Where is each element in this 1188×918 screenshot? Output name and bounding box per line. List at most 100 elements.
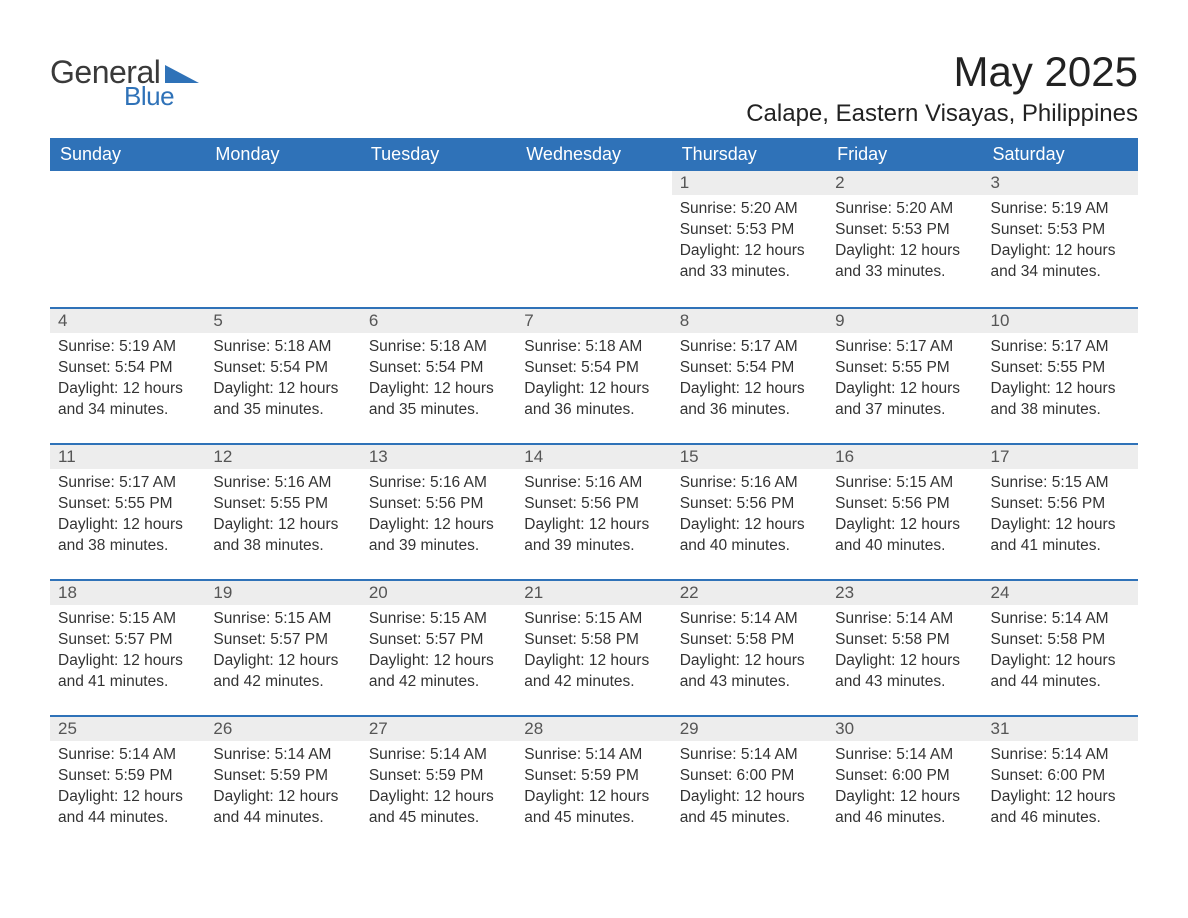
day-details: Sunrise: 5:14 AMSunset: 6:00 PMDaylight:…	[672, 741, 827, 835]
daylight-line-1: Daylight: 12 hours	[991, 379, 1130, 400]
calendar-cell: 23Sunrise: 5:14 AMSunset: 5:58 PMDayligh…	[827, 579, 982, 715]
day-details: Sunrise: 5:16 AMSunset: 5:56 PMDaylight:…	[672, 469, 827, 563]
weekday-header: Sunday	[50, 138, 205, 171]
day-details: Sunrise: 5:19 AMSunset: 5:53 PMDaylight:…	[983, 195, 1138, 289]
sunset-line: Sunset: 5:53 PM	[991, 220, 1130, 241]
day-details: Sunrise: 5:14 AMSunset: 5:59 PMDaylight:…	[361, 741, 516, 835]
calendar-week-row: 1Sunrise: 5:20 AMSunset: 5:53 PMDaylight…	[50, 171, 1138, 307]
calendar-cell: 5Sunrise: 5:18 AMSunset: 5:54 PMDaylight…	[205, 307, 360, 443]
daylight-line-2: and 35 minutes.	[369, 400, 508, 421]
day-number: 25	[50, 715, 205, 741]
daylight-line-1: Daylight: 12 hours	[835, 515, 974, 536]
sunrise-line: Sunrise: 5:15 AM	[524, 609, 663, 630]
sunset-line: Sunset: 5:58 PM	[524, 630, 663, 651]
sunrise-line: Sunrise: 5:15 AM	[58, 609, 197, 630]
calendar-cell: 20Sunrise: 5:15 AMSunset: 5:57 PMDayligh…	[361, 579, 516, 715]
sunset-line: Sunset: 5:56 PM	[524, 494, 663, 515]
sunrise-line: Sunrise: 5:17 AM	[58, 473, 197, 494]
sunset-line: Sunset: 5:56 PM	[991, 494, 1130, 515]
sunset-line: Sunset: 5:57 PM	[369, 630, 508, 651]
daylight-line-1: Daylight: 12 hours	[524, 651, 663, 672]
day-number: 5	[205, 307, 360, 333]
daylight-line-1: Daylight: 12 hours	[835, 241, 974, 262]
calendar-week-row: 25Sunrise: 5:14 AMSunset: 5:59 PMDayligh…	[50, 715, 1138, 851]
calendar-cell: 10Sunrise: 5:17 AMSunset: 5:55 PMDayligh…	[983, 307, 1138, 443]
day-number: 22	[672, 579, 827, 605]
daylight-line-1: Daylight: 12 hours	[213, 787, 352, 808]
weekday-header: Friday	[827, 138, 982, 171]
calendar-week-row: 11Sunrise: 5:17 AMSunset: 5:55 PMDayligh…	[50, 443, 1138, 579]
calendar-cell: 31Sunrise: 5:14 AMSunset: 6:00 PMDayligh…	[983, 715, 1138, 851]
day-number: 16	[827, 443, 982, 469]
daylight-line-2: and 36 minutes.	[680, 400, 819, 421]
day-details: Sunrise: 5:14 AMSunset: 6:00 PMDaylight:…	[983, 741, 1138, 835]
day-number: 11	[50, 443, 205, 469]
location-subtitle: Calape, Eastern Visayas, Philippines	[746, 100, 1138, 128]
daylight-line-1: Daylight: 12 hours	[369, 515, 508, 536]
day-number: 14	[516, 443, 671, 469]
calendar-cell: 12Sunrise: 5:16 AMSunset: 5:55 PMDayligh…	[205, 443, 360, 579]
calendar-cell: 18Sunrise: 5:15 AMSunset: 5:57 PMDayligh…	[50, 579, 205, 715]
daylight-line-2: and 41 minutes.	[991, 536, 1130, 557]
day-number: 26	[205, 715, 360, 741]
daylight-line-1: Daylight: 12 hours	[213, 515, 352, 536]
daylight-line-2: and 42 minutes.	[213, 672, 352, 693]
daylight-line-2: and 38 minutes.	[213, 536, 352, 557]
sunset-line: Sunset: 6:00 PM	[835, 766, 974, 787]
daylight-line-1: Daylight: 12 hours	[369, 379, 508, 400]
day-details: Sunrise: 5:15 AMSunset: 5:58 PMDaylight:…	[516, 605, 671, 699]
sunset-line: Sunset: 5:55 PM	[835, 358, 974, 379]
day-details: Sunrise: 5:14 AMSunset: 5:58 PMDaylight:…	[827, 605, 982, 699]
weekday-header: Thursday	[672, 138, 827, 171]
calendar-cell: 4Sunrise: 5:19 AMSunset: 5:54 PMDaylight…	[50, 307, 205, 443]
sunrise-line: Sunrise: 5:18 AM	[524, 337, 663, 358]
calendar-cell: 13Sunrise: 5:16 AMSunset: 5:56 PMDayligh…	[361, 443, 516, 579]
daylight-line-1: Daylight: 12 hours	[991, 651, 1130, 672]
sunset-line: Sunset: 5:59 PM	[369, 766, 508, 787]
day-details: Sunrise: 5:18 AMSunset: 5:54 PMDaylight:…	[516, 333, 671, 427]
day-number: 21	[516, 579, 671, 605]
daylight-line-1: Daylight: 12 hours	[58, 651, 197, 672]
sunset-line: Sunset: 5:58 PM	[835, 630, 974, 651]
day-details: Sunrise: 5:14 AMSunset: 5:59 PMDaylight:…	[205, 741, 360, 835]
day-number: 6	[361, 307, 516, 333]
daylight-line-1: Daylight: 12 hours	[524, 379, 663, 400]
title-block: May 2025 Calape, Eastern Visayas, Philip…	[746, 48, 1138, 138]
calendar-cell: 14Sunrise: 5:16 AMSunset: 5:56 PMDayligh…	[516, 443, 671, 579]
calendar-cell: 16Sunrise: 5:15 AMSunset: 5:56 PMDayligh…	[827, 443, 982, 579]
day-details: Sunrise: 5:14 AMSunset: 6:00 PMDaylight:…	[827, 741, 982, 835]
daylight-line-2: and 34 minutes.	[991, 262, 1130, 283]
calendar-cell	[516, 171, 671, 307]
calendar-table: SundayMondayTuesdayWednesdayThursdayFrid…	[50, 138, 1138, 851]
day-details: Sunrise: 5:15 AMSunset: 5:57 PMDaylight:…	[50, 605, 205, 699]
sunrise-line: Sunrise: 5:14 AM	[835, 745, 974, 766]
sunrise-line: Sunrise: 5:14 AM	[835, 609, 974, 630]
day-details: Sunrise: 5:14 AMSunset: 5:59 PMDaylight:…	[516, 741, 671, 835]
calendar-cell	[361, 171, 516, 307]
sunrise-line: Sunrise: 5:14 AM	[524, 745, 663, 766]
day-number: 17	[983, 443, 1138, 469]
calendar-cell	[205, 171, 360, 307]
daylight-line-1: Daylight: 12 hours	[58, 379, 197, 400]
calendar-week-row: 4Sunrise: 5:19 AMSunset: 5:54 PMDaylight…	[50, 307, 1138, 443]
calendar-cell: 3Sunrise: 5:19 AMSunset: 5:53 PMDaylight…	[983, 171, 1138, 307]
sunrise-line: Sunrise: 5:18 AM	[213, 337, 352, 358]
day-number: 9	[827, 307, 982, 333]
weekday-header: Tuesday	[361, 138, 516, 171]
daylight-line-2: and 35 minutes.	[213, 400, 352, 421]
daylight-line-1: Daylight: 12 hours	[369, 787, 508, 808]
calendar-cell: 26Sunrise: 5:14 AMSunset: 5:59 PMDayligh…	[205, 715, 360, 851]
sunrise-line: Sunrise: 5:18 AM	[369, 337, 508, 358]
calendar-cell: 30Sunrise: 5:14 AMSunset: 6:00 PMDayligh…	[827, 715, 982, 851]
daylight-line-1: Daylight: 12 hours	[680, 651, 819, 672]
daylight-line-1: Daylight: 12 hours	[991, 515, 1130, 536]
sunset-line: Sunset: 5:58 PM	[680, 630, 819, 651]
weekday-header: Wednesday	[516, 138, 671, 171]
calendar-cell: 25Sunrise: 5:14 AMSunset: 5:59 PMDayligh…	[50, 715, 205, 851]
daylight-line-2: and 42 minutes.	[369, 672, 508, 693]
calendar-cell: 22Sunrise: 5:14 AMSunset: 5:58 PMDayligh…	[672, 579, 827, 715]
daylight-line-2: and 36 minutes.	[524, 400, 663, 421]
sunrise-line: Sunrise: 5:15 AM	[835, 473, 974, 494]
sunset-line: Sunset: 5:59 PM	[58, 766, 197, 787]
day-details: Sunrise: 5:17 AMSunset: 5:54 PMDaylight:…	[672, 333, 827, 427]
